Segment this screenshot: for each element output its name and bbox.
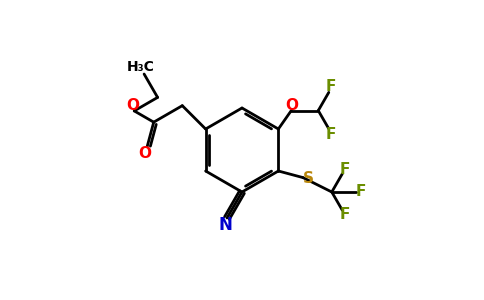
Text: F: F bbox=[356, 184, 366, 200]
Text: O: O bbox=[286, 98, 299, 113]
Text: F: F bbox=[326, 127, 336, 142]
Text: F: F bbox=[340, 162, 350, 177]
Text: N: N bbox=[219, 216, 232, 234]
Text: O: O bbox=[138, 146, 151, 161]
Text: F: F bbox=[326, 80, 336, 94]
Text: H₃C: H₃C bbox=[127, 60, 154, 74]
Text: O: O bbox=[126, 98, 139, 113]
Text: F: F bbox=[340, 207, 350, 222]
Text: S: S bbox=[303, 171, 314, 186]
